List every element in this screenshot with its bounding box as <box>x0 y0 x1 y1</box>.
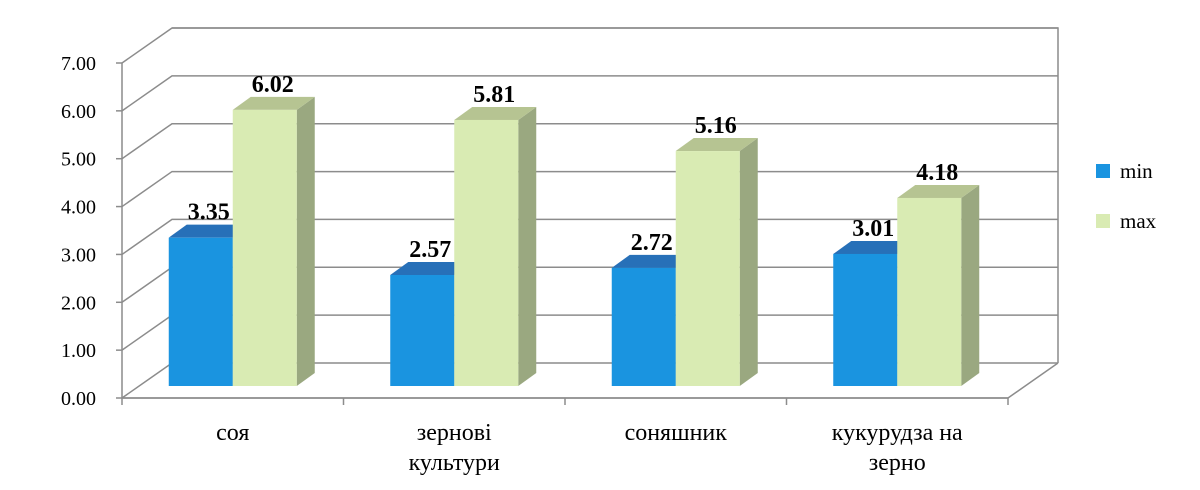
bar-top-face <box>390 262 473 276</box>
bar-side-face <box>518 106 537 386</box>
y-tick-label: 2.00 <box>61 292 96 314</box>
data-label-min: 2.57 <box>409 237 451 263</box>
category-label: зернові культури <box>409 420 500 476</box>
category-label-line: кукурудза на <box>832 420 963 446</box>
legend: min max <box>1096 159 1157 233</box>
bar-front-face <box>611 267 676 386</box>
bar-front-face <box>168 237 233 386</box>
category-label-line: соняшник <box>625 420 728 446</box>
bar-side-face <box>739 138 758 386</box>
category-label-line: зерно <box>869 450 926 476</box>
bar-side-face <box>961 184 980 386</box>
bar-front-face <box>454 119 519 386</box>
data-label-min: 2.72 <box>631 230 673 256</box>
data-label-max: 6.02 <box>252 72 294 98</box>
bars <box>168 96 980 387</box>
bar-front-face <box>833 253 898 386</box>
category-label-line: зернові <box>417 420 492 446</box>
category-label: соя <box>216 420 249 446</box>
y-tick-label: 4.00 <box>61 197 96 219</box>
y-tick-label: 3.00 <box>61 244 96 266</box>
bar-top-face <box>454 106 537 120</box>
y-tick-label: 0.00 <box>61 388 96 410</box>
bar-top-face <box>168 224 251 238</box>
gridline <box>121 75 1058 112</box>
bar-front-face <box>897 197 962 386</box>
bar-front-face <box>390 275 455 386</box>
bar-max <box>675 138 758 386</box>
y-tick-label: 6.00 <box>61 101 96 123</box>
data-label-max: 4.18 <box>916 160 958 186</box>
bar-max <box>232 96 315 387</box>
y-axis-tick-labels: 0.00 1.00 2.00 3.00 4.00 5.00 6.00 7.00 <box>61 53 96 410</box>
x-axis-category-labels: соя зернові культури соняшник кукурудза на зе… <box>216 420 963 476</box>
legend-label-min: min <box>1120 159 1153 183</box>
data-label-min: 3.35 <box>188 200 230 226</box>
data-label-max: 5.81 <box>473 82 515 108</box>
bar-top-face <box>232 96 315 110</box>
y-tick-label: 7.00 <box>61 53 96 75</box>
data-label-max: 5.16 <box>695 113 737 139</box>
bar-top-face <box>897 184 980 198</box>
category-label-line: соя <box>216 420 249 446</box>
data-label-min: 3.01 <box>852 216 894 242</box>
gridline <box>121 27 1058 64</box>
category-label: соняшник <box>625 420 728 446</box>
axes <box>116 62 1009 405</box>
gridline <box>121 170 1058 208</box>
bar-top-face <box>833 240 916 254</box>
bar-front-face <box>675 151 740 386</box>
bar-top-face <box>611 254 694 268</box>
bar-top-face <box>675 138 758 152</box>
y-tick-label: 5.00 <box>61 149 96 171</box>
bar-side-face <box>296 96 315 387</box>
bar-max <box>897 184 980 386</box>
legend-label-max: max <box>1120 209 1157 233</box>
category-label-line: культури <box>409 450 500 476</box>
data-labels: 3.35 2.57 2.72 3.01 6.02 5.81 5.16 4.18 <box>188 72 959 263</box>
bar-front-face <box>232 109 297 387</box>
gridline <box>121 122 1058 160</box>
bar-max <box>454 106 537 386</box>
legend-swatch-min <box>1096 164 1110 178</box>
legend-swatch-max <box>1096 214 1110 228</box>
category-label: кукурудза на зерно <box>832 420 963 476</box>
gridline <box>121 218 1058 256</box>
y-tick-label: 1.00 <box>61 340 96 362</box>
